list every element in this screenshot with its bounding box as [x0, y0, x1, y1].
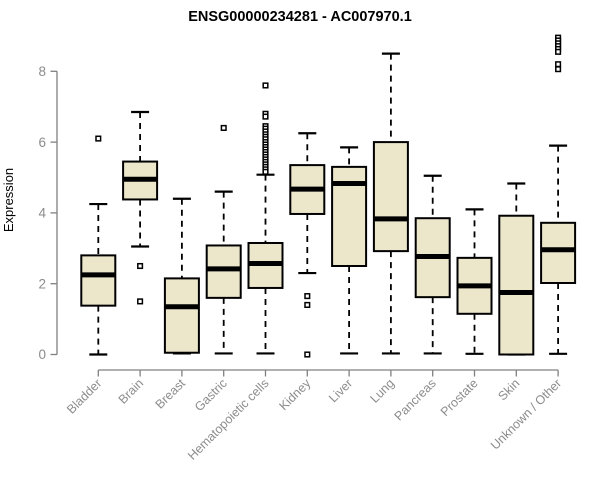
outlier-point [304, 301, 311, 308]
y-tick-label: 0 [38, 347, 46, 362]
box-rect [540, 221, 577, 284]
x-tick-label: Bladder [64, 376, 104, 416]
x-tick-label: Unknown / Other [488, 376, 564, 452]
y-tick-label: 4 [38, 206, 46, 221]
outlier-point [304, 351, 311, 358]
y-tick-label: 2 [38, 276, 46, 291]
outlier-point [137, 262, 144, 270]
x-tick-label: Pancreas [392, 376, 439, 423]
box-rect [372, 141, 409, 253]
x-tick-label: Skin [495, 376, 522, 403]
plot-area: 0 2 4 6 8 Bladder Brain Breast GastricHematopoie… [38, 34, 577, 463]
x-tick-label: Kidney [276, 376, 313, 413]
box-rect [163, 277, 200, 354]
y-tick-label: 6 [38, 135, 46, 150]
box-rect [498, 214, 535, 356]
chart-title: ENSG00000234281 - AC007970.1 [188, 9, 412, 25]
outlier-point [555, 66, 562, 73]
outlier-point [95, 135, 102, 142]
x-tick-label: Hematopoietic cells [185, 376, 272, 463]
outlier-point [220, 124, 227, 131]
x-tick-label: Liver [326, 376, 355, 405]
box-rect [205, 244, 242, 299]
x-tick-label: Lung [367, 376, 397, 406]
outlier-point [262, 168, 269, 175]
outlier-point [262, 82, 269, 89]
outlier-point [304, 293, 311, 300]
box-rect [80, 254, 117, 307]
outlier-point [137, 298, 144, 305]
x-tick-label: Breast [153, 376, 189, 412]
outlier-point [262, 113, 269, 120]
x-tick-label: Gastric [192, 376, 230, 414]
outlier-point [555, 61, 562, 68]
x-tick-label: Prostate [438, 376, 481, 419]
outlier-point [555, 48, 562, 55]
y-tick-label: 8 [38, 64, 46, 79]
y-axis-label: Expression [1, 168, 16, 232]
x-tick-label: Brain [116, 376, 147, 407]
